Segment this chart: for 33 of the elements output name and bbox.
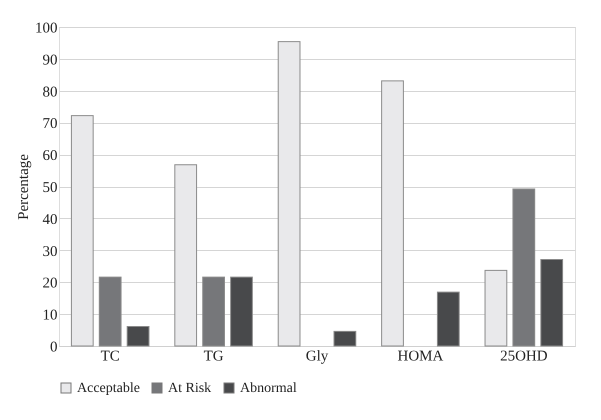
y-tick-label: 100: [35, 20, 58, 36]
bar: [484, 270, 508, 346]
bar: [540, 259, 564, 346]
bar: [278, 41, 300, 346]
y-tick-label: 20: [42, 276, 58, 292]
y-tick-label: 60: [42, 148, 58, 164]
y-tick-label: 50: [42, 180, 58, 196]
legend-label: At Risk: [168, 381, 212, 396]
bar: [381, 80, 404, 346]
y-tick-label: 70: [42, 116, 58, 132]
x-tick-label: Gly: [306, 348, 329, 364]
y-tick-label: 40: [42, 212, 58, 228]
x-tick-label: 25OHD: [500, 348, 548, 364]
y-tick-label: 80: [42, 84, 58, 100]
legend-label: Abnormal: [240, 381, 297, 396]
bar: [202, 276, 225, 346]
bar: [436, 292, 460, 346]
bar: [512, 188, 536, 346]
x-tick-label: TC: [100, 348, 120, 364]
legend-label: Acceptable: [77, 381, 140, 396]
bar: [70, 115, 94, 346]
x-tick-label: HOMA: [397, 348, 444, 364]
y-tick-label: 90: [42, 52, 58, 68]
bar: [126, 326, 150, 346]
bar: [174, 164, 198, 346]
y-axis-title: Percentage: [16, 154, 32, 220]
y-tick-label: 30: [42, 244, 58, 260]
bar: [98, 276, 122, 346]
y-tick-label: 10: [42, 308, 58, 324]
bar: [230, 276, 253, 346]
y-tick-label: 0: [50, 340, 58, 356]
bar: [334, 330, 356, 346]
x-tick-label: TG: [204, 348, 224, 364]
